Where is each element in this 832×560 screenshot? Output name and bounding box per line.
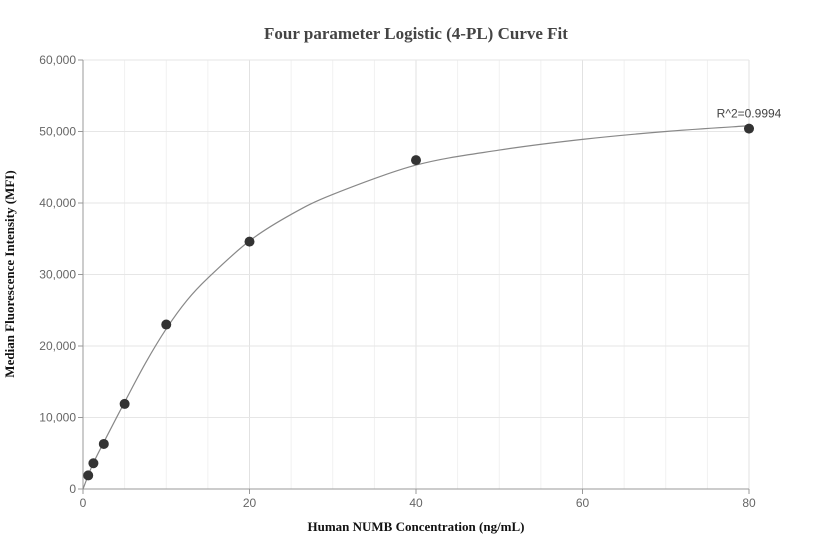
y-tick-label: 50,000 [39,125,76,139]
y-tick-label: 20,000 [39,339,76,353]
x-tick-label: 0 [80,496,87,510]
x-tick-label: 80 [742,496,756,510]
data-point [744,123,754,134]
axes [78,59,750,494]
y-tick-label: 60,000 [39,53,76,67]
data-point [244,236,255,247]
data-point [98,438,109,449]
r-squared-annotation: R^2=0.9994 [717,107,782,121]
data-point [119,398,130,409]
y-axis-title: Median Fluorescence Intensity (MFI) [2,170,17,377]
x-tick-label: 60 [576,496,590,510]
x-axis-title: Human NUMB Concentration (ng/mL) [307,519,524,534]
y-tick-label: 40,000 [39,196,76,210]
x-tick-label: 40 [409,496,423,510]
data-point [161,319,172,330]
x-tick-label: 20 [243,496,257,510]
grid-lines [82,59,750,490]
y-tick-label: 0 [69,482,76,496]
tick-labels: 0 10,000 20,000 30,000 40,000 50,000 60,000 0 20… [39,53,756,510]
chart-title: Four parameter Logistic (4-PL) Curve Fit [264,24,568,43]
y-tick-label: 10,000 [39,411,76,425]
data-point [83,470,94,481]
data-points [83,123,754,481]
data-point [411,155,421,166]
data-point [88,458,99,469]
y-tick-label: 30,000 [39,268,76,282]
